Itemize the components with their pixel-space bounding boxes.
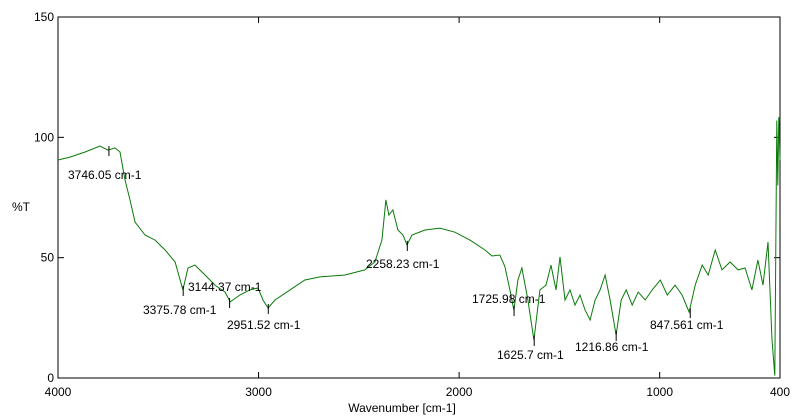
y-tick-label: 150 bbox=[34, 10, 54, 24]
peak-label: 847.561 cm-1 bbox=[650, 318, 724, 332]
x-tick-label: 3000 bbox=[245, 385, 272, 399]
peak-label: 2258.23 cm-1 bbox=[366, 257, 440, 271]
spectrum-line bbox=[57, 117, 781, 376]
y-tick-label: 50 bbox=[41, 251, 55, 265]
peak-label: 1216.86 cm-1 bbox=[575, 340, 649, 354]
y-tick-label: 0 bbox=[47, 371, 54, 385]
y-axis-label: %T bbox=[12, 200, 31, 214]
plot-frame bbox=[57, 16, 781, 379]
peak-label: 3375.78 cm-1 bbox=[143, 303, 217, 317]
x-tick-label: 2000 bbox=[446, 385, 473, 399]
x-axis-label: Wavenumber [cm-1] bbox=[348, 401, 456, 415]
peak-label: 3746.05 cm-1 bbox=[68, 168, 142, 182]
peak-label: 1725.98 cm-1 bbox=[472, 292, 546, 306]
y-tick-label: 100 bbox=[34, 130, 54, 144]
x-tick-label: 4000 bbox=[45, 385, 72, 399]
peak-label: 2951.52 cm-1 bbox=[227, 318, 301, 332]
x-tick-label: 1000 bbox=[646, 385, 673, 399]
peak-label: 1625.7 cm-1 bbox=[497, 348, 564, 362]
x-tick-label: 400 bbox=[770, 385, 790, 399]
peak-label: 3144.37 cm-1 bbox=[188, 280, 262, 294]
